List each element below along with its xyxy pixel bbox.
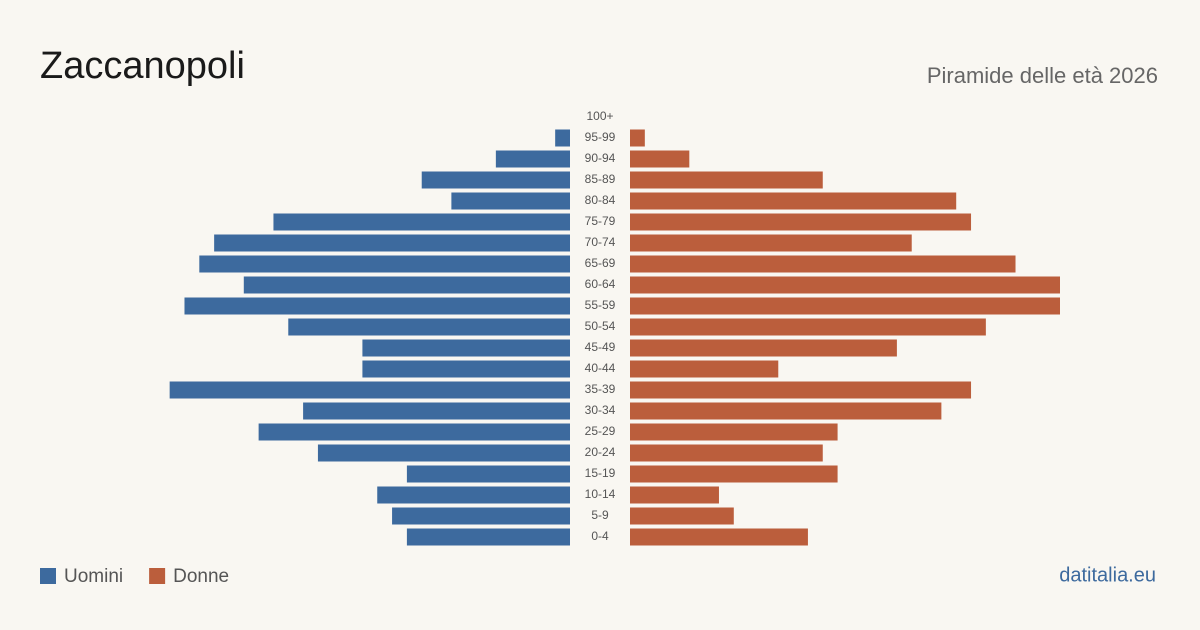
female-bar [630,297,1060,315]
age-label: 60-64 [585,277,616,291]
age-label: 70-74 [585,235,616,249]
age-label: 55-59 [585,298,616,312]
female-bar [630,171,823,189]
female-bar [630,339,897,357]
legend-swatch [40,568,56,584]
male-bar [258,423,570,441]
male-bar [495,150,570,168]
age-label: 95-99 [585,130,616,144]
male-bar [273,213,570,231]
age-label: 45-49 [585,340,616,354]
age-label: 20-24 [585,445,616,459]
female-bar [630,444,823,462]
age-label: 25-29 [585,424,616,438]
female-bar [630,528,808,546]
male-bar [288,318,570,336]
female-bar [630,129,645,147]
legend-swatch [149,568,166,584]
male-bar [406,528,570,546]
male-bar [214,234,570,252]
age-label: 90-94 [585,151,616,165]
age-label: 85-89 [585,172,616,186]
female-bar [630,423,838,441]
age-label: 75-79 [585,214,616,228]
age-label: 15-19 [585,466,616,480]
age-label: 10-14 [585,487,616,501]
male-bar [362,360,570,378]
male-bar [451,192,570,210]
age-label: 0-4 [591,529,609,543]
male-bar [243,276,571,294]
female-bar [630,402,942,420]
female-bar [630,255,1016,273]
female-bar [630,381,972,399]
chart-title: Zaccanopoli [40,45,245,87]
male-bar [377,486,570,504]
age-label: 40-44 [585,361,616,375]
female-bar [630,213,972,231]
female-bar [630,486,719,504]
female-bar [630,276,1060,294]
female-bar [630,234,912,252]
legend-label: Donne [173,566,229,587]
male-bar [392,507,570,525]
female-bar [630,507,734,525]
source: datitalia.eu [1059,564,1156,586]
age-label: 5-9 [591,508,609,522]
female-bar [630,192,957,210]
age-label: 65-69 [585,256,616,270]
age-label: 100+ [586,109,613,123]
female-bar [630,150,690,168]
male-bar [199,255,570,273]
male-bar [362,339,570,357]
male-bar [555,129,570,147]
age-label: 30-34 [585,403,616,417]
age-label: 50-54 [585,319,616,333]
legend-label: Uomini [64,566,123,587]
chart-subtitle: Piramide delle età 2026 [927,63,1158,88]
male-bar [406,465,570,483]
female-bar [630,318,986,336]
male-bar [303,402,570,420]
male-bar [169,381,571,399]
male-bar [184,297,570,315]
male-bar [317,444,570,462]
female-bar [630,360,779,378]
male-bar [421,171,570,189]
female-bar [630,465,838,483]
age-label: 35-39 [585,382,616,396]
age-label: 80-84 [585,193,616,207]
